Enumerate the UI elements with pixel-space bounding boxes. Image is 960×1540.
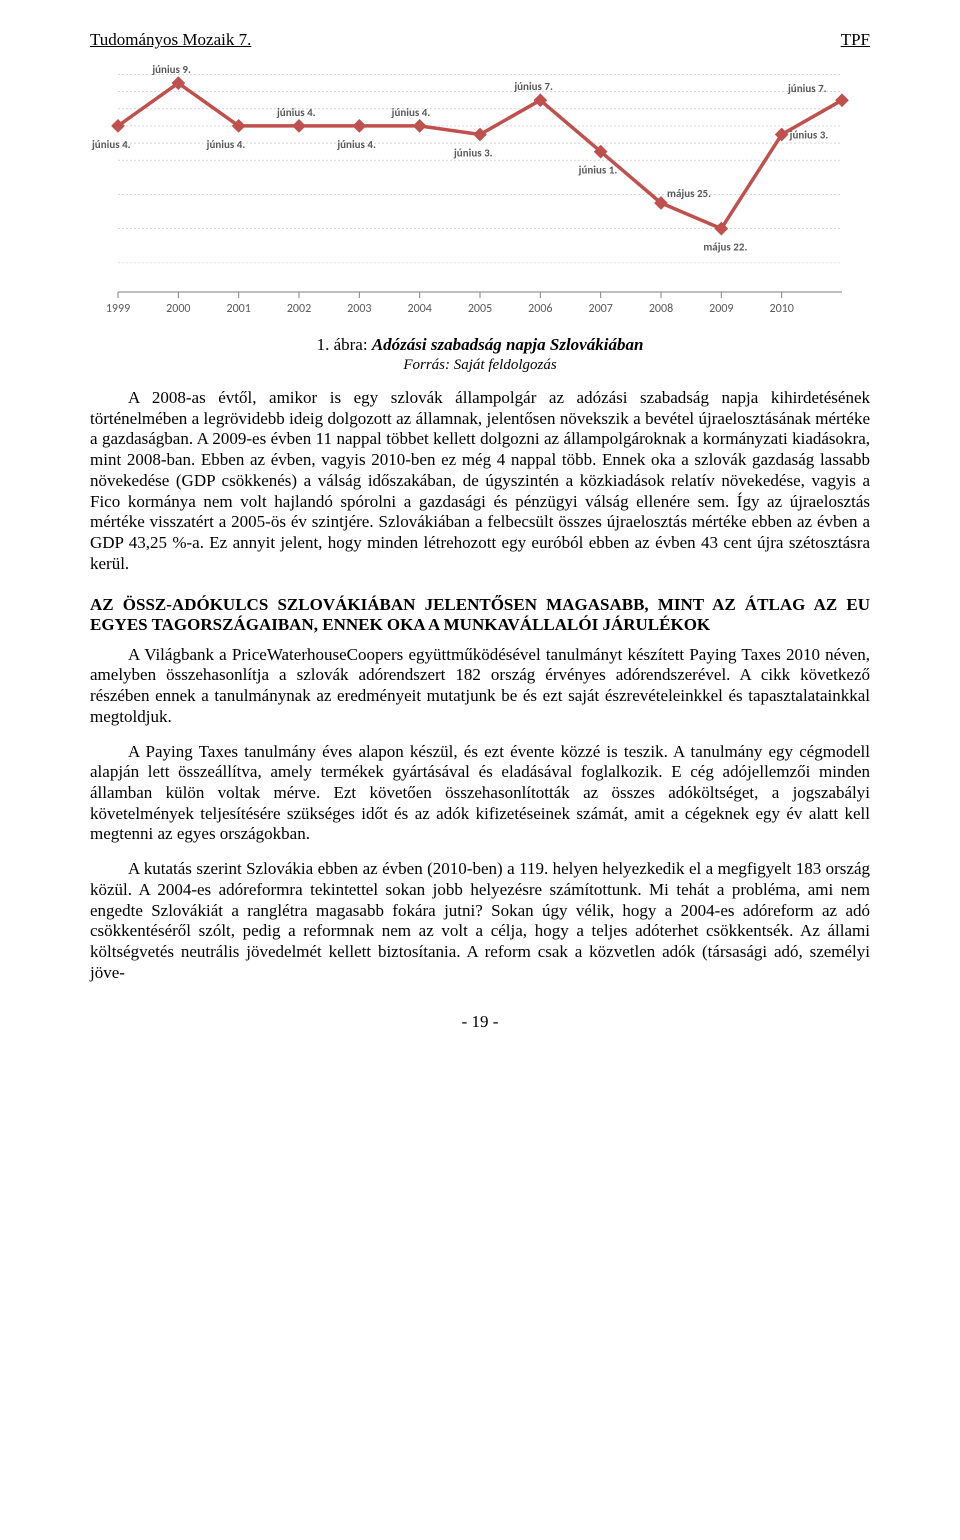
svg-text:2006: 2006	[528, 302, 552, 316]
svg-text:június 7.: június 7.	[787, 82, 827, 95]
section-heading: AZ ÖSSZ-ADÓKULCS SZLOVÁKIÁBAN JELENTŐSEN…	[90, 595, 870, 635]
caption-title: Adózási szabadság napja Szlovákiában	[372, 335, 644, 354]
svg-text:1999: 1999	[106, 302, 130, 316]
svg-text:2004: 2004	[408, 302, 432, 316]
paragraph-2: A Világbank a PriceWaterhouseCoopers egy…	[90, 645, 870, 728]
svg-text:2000: 2000	[166, 302, 190, 316]
paragraph-3: A Paying Taxes tanulmány éves alapon kés…	[90, 742, 870, 846]
figure-caption: 1. ábra: Adózási szabadság napja Szlovák…	[90, 335, 870, 355]
svg-text:június 4.: június 4.	[336, 138, 376, 151]
svg-text:június 4.: június 4.	[91, 138, 131, 151]
svg-text:június 3.: június 3.	[453, 146, 493, 159]
paragraph-1: A 2008-as évtől, amikor is egy szlovák á…	[90, 388, 870, 575]
header-right: TPF	[841, 30, 870, 50]
figure-source: Forrás: Saját feldolgozás	[90, 357, 870, 374]
svg-text:2002: 2002	[287, 302, 311, 316]
line-chart: 1999 2000 2001 2002 2003 2004 2005 2006 2007 2008…	[90, 58, 870, 329]
caption-lead: 1. ábra:	[317, 335, 368, 354]
svg-text:június 9.: június 9.	[151, 63, 191, 76]
svg-text:június 4.: június 4.	[276, 106, 316, 119]
svg-text:május 25.: május 25.	[667, 187, 711, 200]
svg-text:május 22.: május 22.	[703, 241, 747, 254]
svg-text:június 4.: június 4.	[391, 106, 431, 119]
header-left: Tudományos Mozaik 7.	[90, 30, 251, 50]
paragraph-4: A kutatás szerint Szlovákia ebben az évb…	[90, 859, 870, 983]
svg-text:2008: 2008	[649, 302, 673, 316]
svg-text:június 4.: június 4.	[206, 138, 246, 151]
svg-text:2003: 2003	[347, 302, 371, 316]
svg-text:2010: 2010	[770, 302, 794, 316]
svg-text:június 3.: június 3.	[789, 128, 829, 141]
svg-text:június 7.: június 7.	[513, 80, 553, 93]
svg-text:június 1.: június 1.	[578, 164, 618, 177]
page-number: - 19 -	[90, 1012, 870, 1032]
svg-text:2005: 2005	[468, 302, 492, 316]
svg-text:2009: 2009	[709, 302, 733, 316]
svg-text:2007: 2007	[589, 302, 613, 316]
svg-text:2001: 2001	[227, 302, 251, 316]
